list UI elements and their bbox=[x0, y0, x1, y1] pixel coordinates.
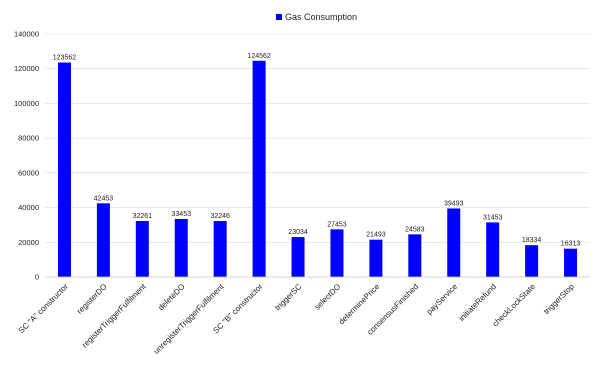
bars bbox=[57, 60, 578, 277]
x-category-label: registerDO bbox=[75, 282, 109, 316]
bar bbox=[174, 218, 188, 277]
bar bbox=[330, 229, 344, 277]
data-label: 39493 bbox=[444, 200, 464, 207]
data-label: 31453 bbox=[483, 214, 503, 221]
x-category-label: triggerStop bbox=[542, 282, 576, 316]
data-label: 16313 bbox=[561, 241, 581, 248]
y-tick-label: 0 bbox=[35, 273, 39, 282]
data-label: 18334 bbox=[522, 237, 542, 244]
data-labels: 123562 42453 32261 33453 32246 124562 23034 274… bbox=[53, 53, 581, 248]
bar bbox=[252, 60, 266, 277]
bar bbox=[525, 245, 539, 277]
y-tick-label: 80000 bbox=[18, 134, 39, 143]
y-tick-label: 40000 bbox=[18, 203, 39, 212]
legend-label: Gas Consumption bbox=[285, 12, 357, 22]
data-label: 42453 bbox=[94, 195, 114, 202]
bar bbox=[408, 234, 422, 277]
x-category-label: registerTriggerFulfilment bbox=[80, 282, 148, 350]
legend-swatch bbox=[276, 14, 282, 20]
data-label: 27453 bbox=[327, 221, 347, 228]
x-category-label: initiateRefund bbox=[457, 282, 498, 323]
data-label: 124562 bbox=[247, 53, 270, 60]
bar bbox=[486, 222, 500, 277]
x-category-label: selectDO bbox=[313, 282, 343, 312]
bar bbox=[96, 203, 110, 277]
bar bbox=[564, 248, 578, 277]
data-label: 32246 bbox=[210, 213, 230, 220]
bar bbox=[57, 62, 71, 277]
x-category-label: payService bbox=[425, 282, 460, 317]
gridlines bbox=[45, 33, 590, 278]
bar bbox=[291, 237, 305, 277]
y-axis-ticks: 0 20000 40000 60000 80000 100000 120000 140000 bbox=[14, 30, 39, 282]
x-category-label: unregisterTriggerFulfilment bbox=[152, 282, 226, 356]
y-tick-label: 60000 bbox=[18, 168, 39, 177]
data-label: 33453 bbox=[172, 211, 192, 218]
x-axis-labels: SC "A" constructor registerDOregisterTrig… bbox=[17, 282, 577, 356]
bar bbox=[447, 208, 461, 277]
x-category-label: triggerSC bbox=[273, 282, 303, 312]
legend: Gas Consumption bbox=[276, 12, 357, 22]
bar bbox=[369, 239, 383, 277]
data-label: 32261 bbox=[133, 213, 153, 220]
x-category-label: SC "A" constructor bbox=[17, 282, 70, 335]
y-tick-label: 20000 bbox=[18, 238, 39, 247]
y-tick-label: 140000 bbox=[14, 30, 39, 39]
x-category-label: deleteDO bbox=[156, 282, 186, 312]
bar bbox=[213, 221, 227, 277]
data-label: 23034 bbox=[288, 229, 308, 236]
data-label: 24583 bbox=[405, 226, 425, 233]
bar bbox=[135, 221, 149, 277]
data-label: 21493 bbox=[366, 232, 386, 239]
y-tick-label: 120000 bbox=[14, 64, 39, 73]
data-label: 123562 bbox=[53, 55, 76, 62]
y-tick-label: 100000 bbox=[14, 99, 39, 108]
